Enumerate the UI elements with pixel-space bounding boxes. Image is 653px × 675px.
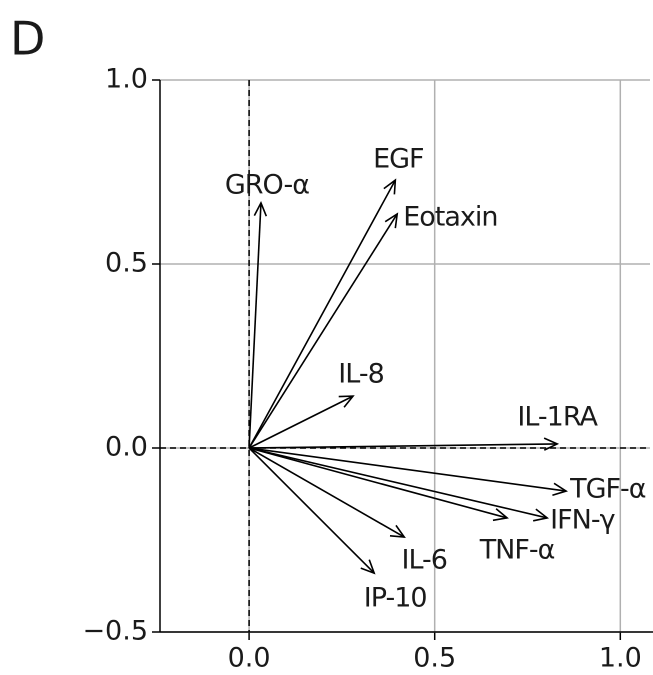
loading-arrow bbox=[248, 395, 355, 449]
loading-arrow bbox=[248, 447, 550, 522]
x-tick-label: 1.0 bbox=[599, 643, 642, 674]
loading-arrow bbox=[248, 178, 397, 449]
y-tick-label: −0.5 bbox=[82, 616, 148, 647]
x-tick-label: 0.0 bbox=[228, 643, 271, 674]
loading-arrow bbox=[248, 447, 406, 539]
vector-label: IL-8 bbox=[338, 359, 383, 390]
y-tick-label: 1.0 bbox=[105, 64, 148, 95]
vector-label: IL-6 bbox=[402, 545, 447, 576]
loading-arrow bbox=[248, 447, 376, 575]
y-tick-label: 0.0 bbox=[105, 432, 148, 463]
loading-arrow bbox=[248, 447, 568, 497]
vector-label: EGF bbox=[373, 144, 424, 175]
loading-arrow bbox=[248, 447, 509, 522]
vector-label: TGF-α bbox=[569, 474, 646, 505]
vector-label: GRO-α bbox=[225, 169, 309, 200]
y-tick-label: 0.5 bbox=[105, 248, 148, 279]
vector-label: Eotaxin bbox=[403, 201, 497, 232]
x-tick-label: 0.5 bbox=[413, 643, 456, 674]
loading-arrow bbox=[248, 201, 268, 449]
loading-arrow bbox=[248, 212, 399, 449]
vector-label: IP-10 bbox=[364, 583, 427, 614]
vector-label: IL-1RA bbox=[517, 401, 598, 432]
vector-label: IFN-γ bbox=[550, 504, 615, 535]
loading-arrow bbox=[249, 437, 560, 451]
panel-label: D bbox=[10, 12, 45, 66]
vector-label: TNF-α bbox=[479, 534, 555, 565]
